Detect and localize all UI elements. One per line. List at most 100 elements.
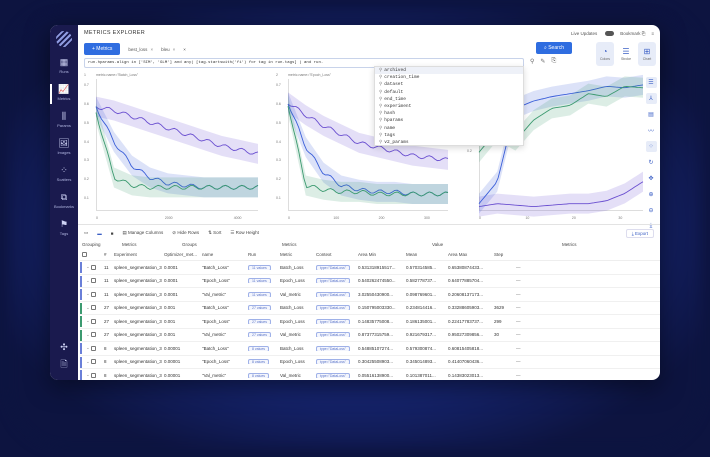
row-checkbox[interactable] — [91, 318, 97, 324]
row-checkbox[interactable] — [91, 305, 97, 311]
autocomplete-item[interactable]: ⚲ name — [379, 125, 396, 131]
manage-columns-button[interactable]: ▤ Manage Columns — [122, 230, 164, 235]
chart-button[interactable]: ⊞ Chart — [638, 42, 656, 66]
row-checkbox[interactable] — [91, 332, 97, 338]
sidebar-item-params[interactable]: ⫼ Params — [50, 111, 78, 128]
context-pill[interactable]: type="DataLoss" — [316, 318, 350, 324]
run-values-pill[interactable]: 8 values — [248, 345, 270, 351]
row-menu-icon[interactable]: — — [516, 318, 521, 324]
row-menu-icon[interactable]: — — [516, 345, 521, 351]
download-icon[interactable]: ⤓ — [649, 223, 653, 229]
scatter-icon[interactable]: ⁘ — [645, 141, 657, 152]
run-values-pill[interactable]: 8 values — [248, 359, 270, 365]
table-row[interactable]: ⌄ 11 spleen_segmentation_3d 0.0001 "Val_met… — [80, 288, 660, 302]
table-row[interactable]: ⌄ 27 spleen_segmentation_3d 0.001 "Val_metr… — [80, 329, 660, 342]
autocomplete-item[interactable]: ⚲ default — [379, 89, 404, 95]
copy-icon[interactable]: ⎘ — [551, 58, 557, 64]
autocomplete-item[interactable]: ⚲ hash — [379, 111, 396, 117]
full-view-icon[interactable]: ■ — [110, 230, 114, 236]
smoothing-icon[interactable]: 〰 — [647, 129, 654, 135]
context-pill[interactable]: type="DataLoss" — [316, 264, 350, 270]
autocomplete-item[interactable]: ⚲ dataset — [379, 82, 404, 88]
zoom-in-icon[interactable]: ⊕ — [648, 192, 654, 198]
row-menu-icon[interactable]: — — [516, 332, 521, 338]
table-row[interactable]: ⌄ 27 spleen_segmentation_3d 0.001 "Epoch_Lo… — [80, 315, 660, 329]
row-checkbox[interactable] — [91, 372, 97, 378]
live-updates-toggle[interactable] — [605, 30, 615, 36]
row-height-button[interactable]: ☰ Row Height — [230, 230, 259, 235]
sidebar-item-metrics[interactable]: 📈 Metrics — [50, 84, 78, 104]
sidebar-item-images[interactable]: 🖼 Images — [50, 138, 78, 155]
bookmark-button[interactable]: Bookmark ⎘ — [620, 30, 646, 36]
run-values-pill[interactable]: 27 values — [248, 318, 271, 324]
slack-icon[interactable]: ✣ — [60, 342, 68, 352]
context-pill[interactable]: type="DataLoss" — [316, 278, 350, 284]
metric-chart-1[interactable]: 1 metric.name="Batch_Loss" 0.7 0.6 0.5 0.4 0.3… — [82, 71, 262, 223]
autocomplete-item[interactable]: ⚲ experiment — [379, 103, 412, 109]
column-header[interactable]: Context — [316, 252, 332, 257]
column-header[interactable]: # — [104, 252, 107, 257]
split-view-icon[interactable]: ▬ — [97, 230, 102, 236]
legend-icon[interactable]: ☰ — [645, 77, 657, 88]
sidebar-item-bookmarks[interactable]: ⧉ Bookmarks — [50, 192, 78, 209]
clear-tags-icon[interactable]: × — [183, 46, 186, 52]
move-icon[interactable]: ✥ — [648, 176, 654, 182]
bulb-icon[interactable]: ⚲ — [530, 59, 535, 65]
table-row[interactable]: ⌄ 8 spleen_segmentation_3d 0.00001 "Epoch_L… — [80, 356, 660, 369]
context-pill[interactable]: type="DataLoss" — [316, 291, 350, 297]
row-menu-icon[interactable]: — — [516, 359, 521, 365]
autocomplete-item[interactable]: ⚲ tags — [379, 132, 396, 138]
stroke-button[interactable]: ☰ Stroke — [620, 47, 632, 61]
row-menu-icon[interactable]: — — [516, 278, 521, 284]
sidebar-item-tags[interactable]: ⚑ Tags — [50, 219, 78, 236]
zoom-out-icon[interactable]: ⊖ — [648, 208, 654, 214]
select-all-checkbox[interactable] — [82, 252, 87, 258]
context-pill[interactable]: type="DataLoss" — [316, 345, 350, 351]
expand-chevron-icon[interactable]: ⌄ — [86, 318, 90, 324]
remove-tag-icon[interactable]: × — [172, 46, 176, 52]
column-header[interactable]: Mean — [406, 252, 418, 257]
autocomplete-item[interactable]: ⚲ archived — [375, 67, 523, 75]
row-menu-icon[interactable]: — — [516, 305, 521, 311]
run-values-pill[interactable]: 11 values — [248, 264, 271, 270]
edit-icon[interactable]: ✎ — [540, 59, 546, 65]
autocomplete-item[interactable]: ⚲ hparams — [379, 118, 404, 124]
aim-logo[interactable] — [56, 31, 72, 47]
column-header[interactable]: Run — [248, 252, 257, 257]
add-metrics-button[interactable]: + Metrics — [84, 43, 121, 55]
run-values-pill[interactable]: 11 values — [248, 291, 271, 297]
autocomplete-item[interactable]: ⚲ end_time — [379, 96, 406, 102]
column-header[interactable]: name — [202, 252, 214, 257]
row-checkbox[interactable] — [91, 291, 97, 297]
run-values-pill[interactable]: 11 values — [248, 278, 271, 284]
panel-resizer[interactable] — [78, 224, 660, 225]
sidebar-item-scatters[interactable]: ⁘ Scatters — [50, 165, 78, 182]
column-header[interactable]: Optimizer_met... — [164, 252, 198, 257]
row-menu-icon[interactable]: — — [516, 264, 521, 270]
autocomplete-item[interactable]: ⚲ v2_params — [379, 139, 409, 145]
remove-tag-icon[interactable]: × — [150, 46, 154, 52]
colors-button[interactable]: ◔ Colors — [596, 42, 614, 66]
row-checkbox[interactable] — [91, 278, 97, 284]
expand-chevron-icon[interactable]: ⌄ — [86, 358, 90, 364]
table-icon[interactable]: ▤ — [648, 112, 654, 118]
metric-chart-2[interactable]: 2 metric.name="Epoch_Loss" 0.7 0.6 0.5 0.4 0.3… — [274, 71, 452, 223]
expand-chevron-icon[interactable]: ⌄ — [86, 264, 90, 270]
docs-icon[interactable]: 🗎 — [60, 359, 68, 369]
query-input[interactable]: run.hparams.align in ['SIM', 'GLM'] and … — [84, 58, 524, 68]
table-row[interactable]: ⌄ 11 spleen_segmentation_3d 0.0001 "Batch_L… — [80, 261, 660, 275]
expand-chevron-icon[interactable]: ⌄ — [86, 277, 90, 283]
context-pill[interactable]: type="DataLoss" — [316, 332, 350, 338]
table-row[interactable]: ⌄ 11 spleen_segmentation_3d 0.0001 "Epoch_L… — [80, 275, 660, 288]
expand-chevron-icon[interactable]: ⌄ — [86, 372, 90, 378]
expand-chevron-icon[interactable]: ⌄ — [86, 291, 90, 297]
row-menu-icon[interactable]: — — [516, 291, 521, 297]
table-row[interactable]: ⌄ 27 spleen_segmentation_3d 0.001 "Batch_Lo… — [80, 302, 660, 315]
run-values-pill[interactable]: 27 values — [248, 305, 271, 311]
table-view-icon[interactable]: ▭ — [84, 230, 89, 235]
row-menu-icon[interactable]: — — [516, 372, 521, 378]
sort-button[interactable]: ⇅ Sort — [208, 230, 222, 235]
zoom-reset-icon[interactable]: ↻ — [648, 160, 654, 166]
hide-rows-button[interactable]: ⊘ Hide Rows — [172, 230, 200, 235]
export-button[interactable]: ⤓ Export — [625, 228, 654, 238]
